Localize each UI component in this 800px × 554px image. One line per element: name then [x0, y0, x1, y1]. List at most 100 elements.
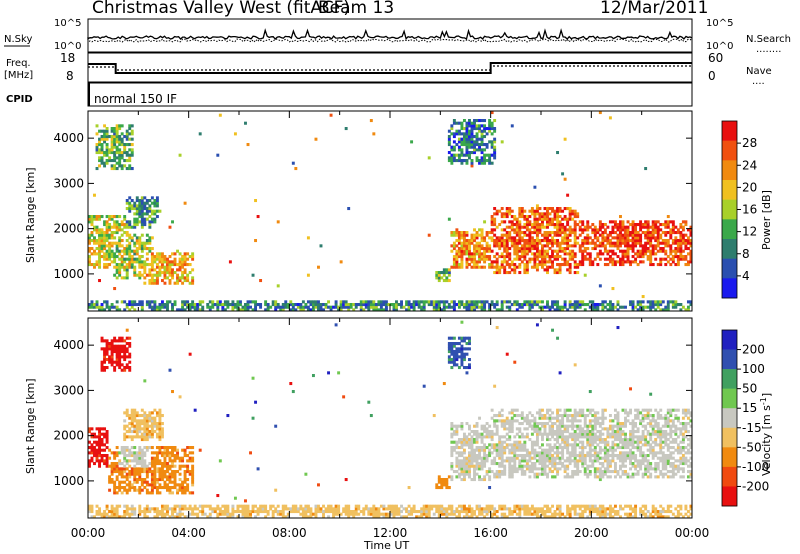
data-cell	[523, 263, 527, 267]
data-cell	[556, 239, 560, 243]
data-cell	[498, 438, 502, 442]
data-cell	[90, 448, 94, 452]
data-cell	[515, 220, 519, 224]
data-cell	[440, 308, 444, 312]
data-cell	[435, 483, 439, 487]
data-cell	[148, 209, 152, 213]
data-cell	[246, 143, 250, 147]
data-cell	[566, 260, 570, 264]
data-cell	[153, 199, 157, 203]
data-cell	[118, 355, 122, 359]
data-cell	[548, 255, 552, 259]
data-cell	[684, 263, 688, 267]
data-cell	[651, 236, 655, 240]
data-cell	[148, 491, 152, 495]
data-cell	[362, 510, 366, 514]
data-cell	[188, 507, 192, 511]
data-cell	[88, 446, 91, 450]
data-cell	[155, 435, 159, 439]
data-cell	[556, 467, 560, 471]
data-cell	[100, 366, 104, 370]
data-cell	[568, 255, 572, 259]
data-cell	[211, 300, 215, 304]
data-cell	[120, 350, 124, 354]
data-cell	[259, 504, 263, 508]
data-cell	[140, 207, 144, 211]
data-cell	[191, 510, 195, 514]
data-cell	[120, 300, 124, 304]
data-cell	[646, 305, 650, 309]
data-cell	[140, 204, 144, 208]
data-cell	[629, 223, 632, 227]
data-cell	[563, 137, 567, 141]
data-cell	[118, 140, 122, 144]
data-cell	[523, 443, 527, 447]
data-cell	[98, 427, 101, 431]
data-cell	[168, 454, 172, 458]
data-cell	[468, 347, 471, 351]
data-cell	[470, 260, 474, 264]
data-cell	[186, 303, 190, 307]
data-cell	[407, 303, 411, 307]
data-cell	[578, 305, 582, 309]
data-cell	[442, 308, 446, 312]
data-cell	[440, 486, 444, 490]
data-cell	[100, 347, 104, 351]
data-cell	[681, 228, 685, 232]
data-cell	[125, 247, 129, 251]
data-cell	[216, 300, 220, 304]
data-cell	[561, 464, 565, 468]
data-cell	[259, 279, 263, 283]
data-cell	[128, 368, 132, 372]
data-cell	[425, 507, 429, 511]
data-cell	[155, 196, 159, 200]
data-cell	[294, 507, 298, 511]
data-cell	[478, 161, 481, 165]
data-cell	[113, 507, 117, 511]
data-cell	[478, 249, 481, 253]
data-cell	[553, 459, 557, 463]
data-cell	[113, 225, 117, 229]
data-cell	[347, 504, 351, 508]
data-cell	[586, 225, 590, 229]
data-cell	[558, 231, 562, 235]
data-cell	[98, 236, 101, 240]
data-cell	[251, 300, 255, 304]
data-cell	[558, 515, 562, 519]
data-cell	[535, 241, 539, 245]
data-cell	[130, 167, 134, 171]
data-cell	[543, 472, 547, 476]
data-cell	[528, 308, 532, 312]
data-cell	[108, 464, 112, 468]
data-cell	[500, 419, 504, 423]
data-cell	[508, 247, 512, 251]
data-cell	[125, 167, 129, 171]
data-cell	[505, 244, 509, 248]
data-cell	[581, 300, 585, 304]
data-cell	[213, 510, 217, 514]
data-cell	[319, 244, 323, 248]
data-cell	[196, 515, 200, 519]
data-cell	[221, 308, 225, 312]
data-cell	[130, 438, 134, 442]
data-cell	[271, 300, 275, 304]
data-cell	[130, 414, 134, 418]
data-cell	[462, 233, 466, 237]
data-cell	[523, 504, 527, 508]
data-cell	[669, 236, 673, 240]
data-cell	[163, 515, 167, 519]
data-cell	[123, 347, 127, 351]
data-cell	[211, 510, 215, 514]
data-cell	[498, 435, 502, 439]
data-cell	[125, 414, 129, 418]
data-cell	[475, 454, 479, 458]
data-cell	[528, 512, 532, 516]
data-cell	[646, 300, 650, 304]
data-cell	[480, 247, 484, 251]
data-cell	[664, 257, 668, 261]
data-cell	[150, 488, 154, 492]
data-cell	[145, 303, 149, 307]
data-cell	[538, 515, 542, 519]
data-cell	[103, 358, 107, 362]
data-cell	[153, 480, 157, 484]
